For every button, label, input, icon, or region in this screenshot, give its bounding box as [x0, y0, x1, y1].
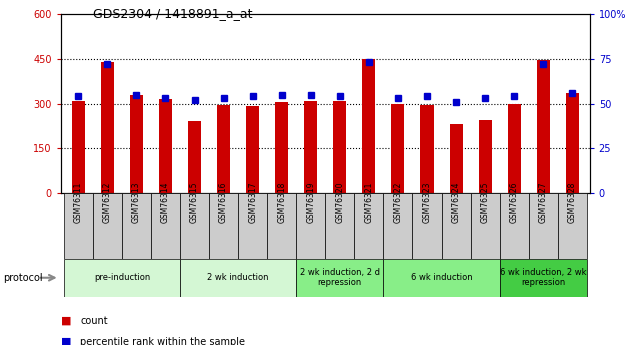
- Text: GSM76328: GSM76328: [568, 181, 577, 223]
- Bar: [238, 193, 267, 259]
- Bar: [180, 259, 296, 297]
- Bar: [442, 193, 470, 259]
- Bar: [558, 193, 587, 259]
- Bar: [130, 95, 143, 193]
- Bar: [508, 104, 520, 193]
- Bar: [420, 105, 433, 193]
- Bar: [537, 60, 550, 193]
- Bar: [101, 62, 114, 193]
- Text: GSM76311: GSM76311: [74, 181, 83, 223]
- Bar: [188, 121, 201, 193]
- Bar: [412, 193, 442, 259]
- Bar: [566, 93, 579, 193]
- Text: GSM76325: GSM76325: [481, 181, 490, 223]
- Bar: [267, 193, 296, 259]
- Text: GSM76318: GSM76318: [277, 181, 287, 223]
- Text: 6 wk induction: 6 wk induction: [411, 273, 472, 282]
- Text: GSM76316: GSM76316: [219, 181, 228, 223]
- Bar: [180, 193, 209, 259]
- Bar: [64, 259, 180, 297]
- Text: GSM76327: GSM76327: [538, 181, 547, 223]
- Bar: [296, 259, 383, 297]
- Bar: [479, 120, 492, 193]
- Text: GSM76320: GSM76320: [335, 181, 344, 223]
- Text: GDS2304 / 1418891_a_at: GDS2304 / 1418891_a_at: [93, 7, 253, 20]
- Text: GSM76315: GSM76315: [190, 181, 199, 223]
- Text: GSM76319: GSM76319: [306, 181, 315, 223]
- Bar: [304, 100, 317, 193]
- Bar: [209, 193, 238, 259]
- Bar: [159, 99, 172, 193]
- Bar: [362, 59, 376, 193]
- Text: 2 wk induction: 2 wk induction: [208, 273, 269, 282]
- Text: GSM76323: GSM76323: [422, 181, 431, 223]
- Bar: [499, 259, 587, 297]
- Text: GSM76321: GSM76321: [364, 181, 374, 223]
- Bar: [449, 125, 463, 193]
- Text: count: count: [80, 316, 108, 326]
- Bar: [64, 193, 93, 259]
- Bar: [326, 193, 354, 259]
- Bar: [499, 193, 529, 259]
- Text: GSM76314: GSM76314: [161, 181, 170, 223]
- Text: protocol: protocol: [3, 273, 43, 283]
- Bar: [470, 193, 499, 259]
- Bar: [392, 104, 404, 193]
- Text: GSM76312: GSM76312: [103, 181, 112, 223]
- Bar: [217, 105, 230, 193]
- Text: ■: ■: [61, 337, 71, 345]
- Bar: [72, 100, 85, 193]
- Bar: [151, 193, 180, 259]
- Bar: [122, 193, 151, 259]
- Bar: [354, 193, 383, 259]
- Bar: [93, 193, 122, 259]
- Text: 2 wk induction, 2 d
repression: 2 wk induction, 2 d repression: [300, 268, 380, 287]
- Bar: [383, 193, 412, 259]
- Text: ■: ■: [61, 316, 71, 326]
- Bar: [275, 102, 288, 193]
- Text: GSM76317: GSM76317: [248, 181, 257, 223]
- Text: GSM76326: GSM76326: [510, 181, 519, 223]
- Bar: [296, 193, 326, 259]
- Text: 6 wk induction, 2 wk
repression: 6 wk induction, 2 wk repression: [500, 268, 587, 287]
- Text: pre-induction: pre-induction: [94, 273, 150, 282]
- Bar: [246, 107, 259, 193]
- Bar: [383, 259, 499, 297]
- Text: GSM76313: GSM76313: [132, 181, 141, 223]
- Text: percentile rank within the sample: percentile rank within the sample: [80, 337, 245, 345]
- Text: GSM76324: GSM76324: [451, 181, 461, 223]
- Bar: [529, 193, 558, 259]
- Bar: [333, 100, 346, 193]
- Text: GSM76322: GSM76322: [394, 181, 403, 223]
